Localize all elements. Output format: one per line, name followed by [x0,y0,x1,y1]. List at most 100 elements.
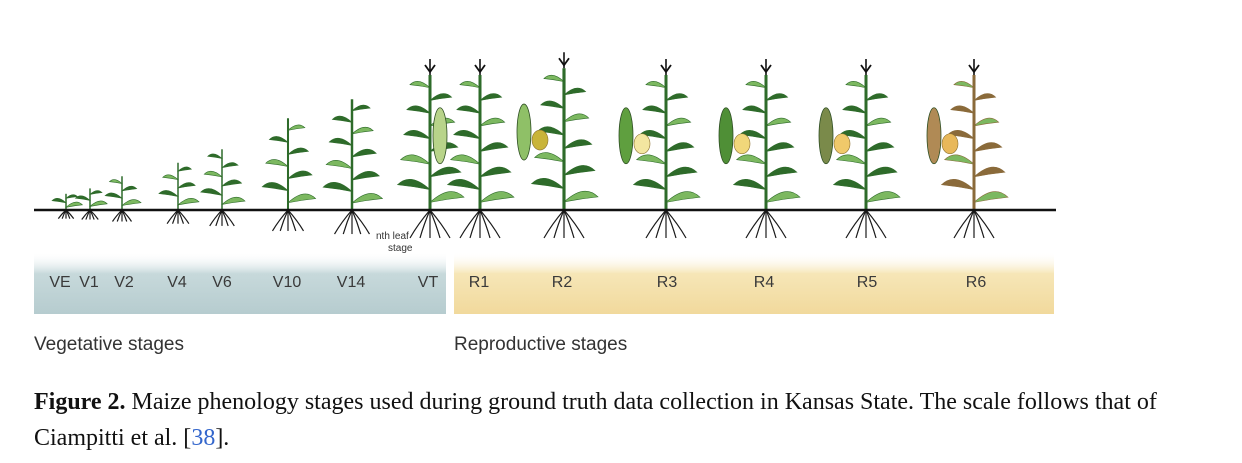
leaf [162,174,179,181]
leaf [563,139,593,149]
leaf [177,197,200,206]
leaf [351,104,371,112]
root [665,209,687,239]
vegetative-stages-label: Vegetative stages [34,334,184,355]
root [334,209,353,235]
leaf [406,105,431,114]
root [209,209,223,227]
leaf [396,179,431,191]
nth-leaf-note: nth leaf stage [376,231,413,254]
plant-r4 [718,59,801,239]
leaf [832,179,867,191]
stage-label-r6: R6 [966,274,987,291]
root [765,209,787,239]
stage-label-r5: R5 [857,274,878,291]
caption-label: Figure 2. [34,389,126,415]
leaf [765,191,801,203]
leaf [351,148,377,158]
nth-leaf-note-line1: nth leaf [376,231,409,242]
leaf [409,81,431,89]
root [342,209,353,235]
leaf [287,147,310,155]
leaf [51,198,67,204]
leaf [429,191,465,203]
leaf [845,81,867,89]
stage-labels: VE V1 V2 V4 V6 V10 V14 VT R1 R2 R3 R4 R5 R6 [49,274,986,291]
leaf [742,105,767,114]
plant-r6 [926,59,1009,239]
root [543,209,565,239]
leaf [635,154,667,165]
root [221,209,229,227]
leaf [221,162,239,169]
ear-icon [718,107,734,165]
leaf [735,154,767,165]
reproductive-stages-label: Reproductive stages [454,334,628,355]
stage-label-v4: V4 [167,274,187,291]
root [279,209,289,232]
leaf [121,185,138,192]
figure-caption: Figure 2. Maize phenology stages used du… [34,384,1224,456]
root [665,209,677,239]
root [563,209,575,239]
root [429,209,441,239]
phenology-figure: VE V1 V2 V4 V6 V10 V14 VT R1 R2 R3 R4 R5 R6 nth leaf … [34,52,1056,314]
stage-label-vt: VT [418,274,439,291]
plant-v4 [158,162,200,225]
leaf [104,192,123,199]
root [745,209,767,239]
leaf [563,87,587,96]
leaf [351,171,380,181]
leaf [632,179,667,191]
stage-label-r3: R3 [657,274,678,291]
stage-label-r1: R1 [469,274,490,291]
root [553,209,565,239]
leaf [479,93,503,101]
stage-label-v1: V1 [79,274,99,291]
leaf [74,195,91,201]
root [953,209,975,239]
ear-icon [516,103,532,161]
kernel-icon [633,133,651,155]
leaf [665,93,689,101]
leaf [865,142,895,152]
leaf [940,179,975,191]
leaf [642,105,667,114]
root [419,209,431,239]
leaf [479,117,506,127]
leaf [973,142,1003,152]
leaf [456,105,481,114]
leaf [429,93,453,101]
leaf [177,182,196,189]
stage-label-v10: V10 [273,274,302,291]
plant-r1 [432,59,515,239]
leaf [322,182,353,193]
leaf [665,191,701,203]
citation-link[interactable]: 38 [191,425,216,451]
kernel-icon [941,133,959,155]
leaf [403,130,431,140]
leaf [479,191,515,203]
ear-icon [432,107,448,165]
leaf [479,142,509,152]
leaf [261,182,289,192]
leaf [865,117,892,127]
plant-r3 [618,59,701,239]
leaf [530,178,565,190]
leaf [331,115,353,123]
tassel-icon [860,64,872,74]
root [221,209,235,227]
leaf [563,190,599,203]
ear-icon [818,107,834,165]
stage-label-v6: V6 [212,274,232,291]
caption-text-end: ]. [215,425,230,451]
leaf [89,200,108,207]
leaf [765,142,795,152]
leaf [287,124,306,131]
ear-icon [618,107,634,165]
root [963,209,975,239]
kernel-icon [531,129,549,151]
leaf [287,170,313,180]
plants-layer [51,52,1009,239]
stage-label-ve: VE [49,274,70,291]
